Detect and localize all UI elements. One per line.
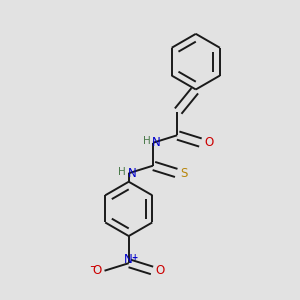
Text: N: N bbox=[152, 136, 161, 149]
Text: H: H bbox=[118, 167, 126, 177]
Text: O: O bbox=[93, 264, 102, 277]
Text: S: S bbox=[181, 167, 188, 180]
Text: −: − bbox=[90, 262, 96, 271]
Text: N: N bbox=[124, 253, 133, 266]
Text: +: + bbox=[131, 253, 138, 262]
Text: H: H bbox=[142, 136, 150, 146]
Text: O: O bbox=[204, 136, 213, 149]
Text: N: N bbox=[128, 167, 137, 180]
Text: O: O bbox=[155, 264, 165, 277]
